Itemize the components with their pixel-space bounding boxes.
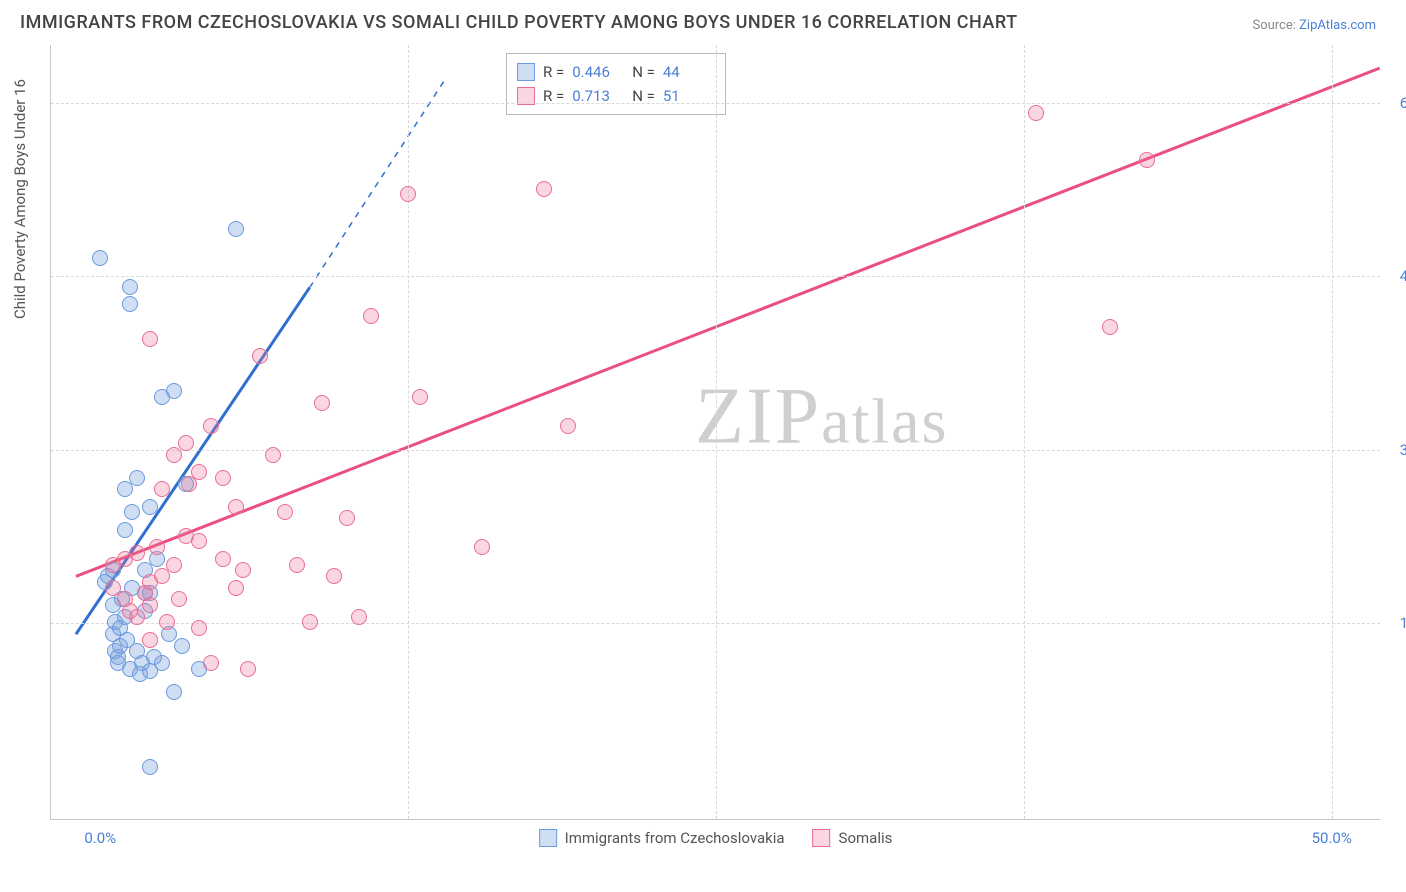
y-tick-label: 15.0% (1385, 614, 1406, 632)
watermark-atlas: atlas (821, 385, 948, 456)
series-legend: Immigrants from Czechoslovakia Somalis (539, 829, 893, 847)
scatter-point (191, 620, 207, 636)
scatter-point (228, 580, 244, 596)
legend-swatch (813, 829, 831, 847)
y-axis-label: Child Poverty Among Boys Under 16 (11, 79, 29, 319)
scatter-point (124, 504, 140, 520)
scatter-point (215, 470, 231, 486)
scatter-point (117, 522, 133, 538)
source-attribution: Source: ZipAtlas.com (1252, 18, 1376, 33)
gridline-v (716, 45, 717, 819)
gridline-v (1332, 45, 1333, 819)
scatter-point (166, 383, 182, 399)
plot-area: ZIPatlas R =0.446N =44R =0.713N =51 Immi… (50, 45, 1380, 820)
scatter-point (117, 481, 133, 497)
scatter-point (265, 447, 281, 463)
scatter-point (240, 661, 256, 677)
scatter-point (154, 481, 170, 497)
scatter-point (178, 435, 194, 451)
scatter-point (1102, 319, 1118, 335)
scatter-point (536, 181, 552, 197)
scatter-point (203, 655, 219, 671)
scatter-point (228, 221, 244, 237)
scatter-point (122, 279, 138, 295)
scatter-point (289, 557, 305, 573)
watermark: ZIPatlas (695, 371, 948, 462)
legend-item: Somalis (813, 829, 893, 847)
stat-r-label: R = (543, 63, 564, 81)
scatter-point (235, 562, 251, 578)
source-prefix: Source: (1252, 18, 1299, 33)
scatter-point (351, 609, 367, 625)
scatter-point (560, 418, 576, 434)
x-tick-label: 0.0% (84, 829, 116, 847)
scatter-point (166, 684, 182, 700)
scatter-point (252, 348, 268, 364)
scatter-point (1028, 105, 1044, 121)
scatter-point (215, 551, 231, 567)
scatter-point (171, 591, 187, 607)
legend-label: Somalis (839, 829, 893, 847)
chart-title: IMMIGRANTS FROM CZECHOSLOVAKIA VS SOMALI… (20, 12, 1018, 33)
source-link[interactable]: ZipAtlas.com (1299, 18, 1376, 33)
scatter-point (142, 499, 158, 515)
scatter-point (339, 510, 355, 526)
stats-row: R =0.713N =51 (517, 84, 715, 108)
scatter-point (142, 759, 158, 775)
scatter-point (142, 632, 158, 648)
scatter-point (129, 545, 145, 561)
gridline-v (408, 45, 409, 819)
stats-row: R = 0.446 N = 44 (517, 60, 715, 84)
scatter-point (400, 186, 416, 202)
scatter-point (191, 464, 207, 480)
scatter-point (363, 308, 379, 324)
scatter-point (1139, 152, 1155, 168)
scatter-point (166, 557, 182, 573)
scatter-point (326, 568, 342, 584)
x-tick-label: 50.0% (1312, 829, 1352, 847)
scatter-point (129, 470, 145, 486)
scatter-point (302, 614, 318, 630)
legend-swatch (539, 829, 557, 847)
scatter-point (142, 331, 158, 347)
scatter-point (122, 296, 138, 312)
watermark-zip: ZIP (695, 372, 821, 460)
scatter-point (142, 597, 158, 613)
scatter-point (412, 389, 428, 405)
scatter-point (203, 418, 219, 434)
legend-item: Immigrants from Czechoslovakia (539, 829, 785, 847)
stat-n-value: 44 (663, 63, 715, 81)
scatter-point (129, 609, 145, 625)
y-tick-label: 45.0% (1385, 267, 1406, 285)
legend-label: Immigrants from Czechoslovakia (565, 829, 785, 847)
gridline-v (1024, 45, 1025, 819)
scatter-point (154, 568, 170, 584)
scatter-point (314, 395, 330, 411)
y-tick-label: 30.0% (1385, 441, 1406, 459)
scatter-point (174, 638, 190, 654)
stat-n-label: N = (632, 63, 655, 81)
scatter-point (92, 250, 108, 266)
scatter-point (166, 447, 182, 463)
scatter-point (154, 655, 170, 671)
scatter-point (228, 499, 244, 515)
stat-r-value: 0.446 (572, 63, 624, 81)
scatter-point (277, 504, 293, 520)
legend-swatch (517, 63, 535, 81)
scatter-point (149, 539, 165, 555)
stats-legend: R = 0.446 N = 44 R =0.713N =51 (506, 53, 726, 115)
scatter-point (191, 533, 207, 549)
scatter-point (474, 539, 490, 555)
scatter-point (159, 614, 175, 630)
y-tick-label: 60.0% (1385, 94, 1406, 112)
